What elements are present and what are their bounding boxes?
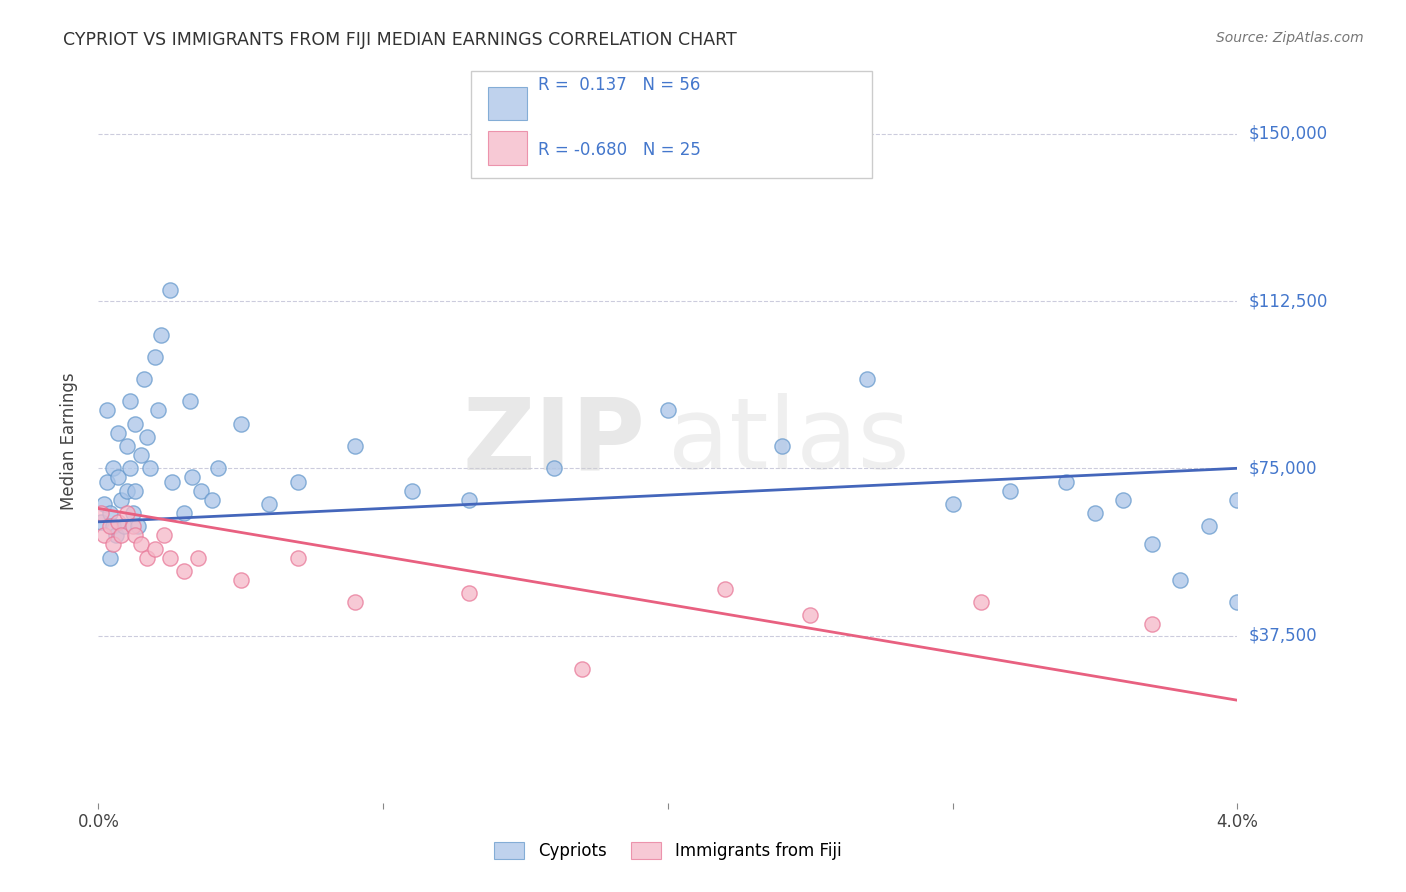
Text: $150,000: $150,000	[1249, 125, 1327, 143]
Point	[770, 439, 793, 453]
Point	[101, 519, 124, 533]
Point	[153, 528, 176, 542]
Point	[107, 470, 129, 484]
Point	[96, 475, 118, 489]
Point	[457, 586, 479, 600]
Point	[118, 394, 141, 409]
Point	[159, 283, 181, 297]
Point	[1226, 492, 1249, 507]
Point	[101, 537, 124, 551]
Point	[129, 448, 152, 462]
Point	[714, 582, 737, 596]
Point	[112, 519, 135, 533]
Point	[107, 425, 129, 440]
Point	[1084, 506, 1107, 520]
Point	[942, 497, 965, 511]
Point	[96, 403, 118, 417]
Point	[1056, 475, 1078, 489]
Point	[150, 327, 173, 342]
Point	[115, 439, 138, 453]
Point	[98, 550, 121, 565]
Point	[110, 492, 132, 507]
Point	[145, 541, 167, 556]
Point	[1226, 595, 1249, 609]
Point	[93, 497, 115, 511]
Text: R = -0.680   N = 25: R = -0.680 N = 25	[538, 141, 702, 159]
Point	[343, 439, 366, 453]
Point	[201, 492, 224, 507]
Point	[287, 550, 309, 565]
Point	[998, 483, 1021, 498]
Point	[401, 483, 423, 498]
Point	[121, 506, 143, 520]
Text: $75,000: $75,000	[1249, 459, 1317, 477]
Text: ZIP: ZIP	[463, 393, 645, 490]
Point	[207, 461, 229, 475]
Point	[159, 550, 181, 565]
Point	[118, 461, 141, 475]
Point	[104, 528, 127, 542]
Point	[181, 470, 204, 484]
Point	[135, 550, 157, 565]
Text: CYPRIOT VS IMMIGRANTS FROM FIJI MEDIAN EARNINGS CORRELATION CHART: CYPRIOT VS IMMIGRANTS FROM FIJI MEDIAN E…	[63, 31, 737, 49]
Point	[129, 537, 152, 551]
Point	[124, 528, 146, 542]
Point	[179, 394, 201, 409]
Point	[970, 595, 993, 609]
Point	[229, 417, 252, 431]
Point	[1170, 573, 1192, 587]
Text: atlas: atlas	[668, 393, 910, 490]
Point	[90, 506, 112, 520]
Point	[98, 519, 121, 533]
Point	[229, 573, 252, 587]
Point	[856, 372, 879, 386]
Point	[1112, 492, 1135, 507]
Point	[110, 528, 132, 542]
Point	[107, 515, 129, 529]
Point	[148, 403, 170, 417]
Text: $112,500: $112,500	[1249, 292, 1327, 310]
Point	[145, 350, 167, 364]
Point	[132, 372, 155, 386]
Point	[90, 515, 112, 529]
Legend: Cypriots, Immigrants from Fiji: Cypriots, Immigrants from Fiji	[488, 835, 848, 867]
Point	[121, 519, 143, 533]
Point	[124, 417, 146, 431]
Point	[101, 461, 124, 475]
Point	[115, 506, 138, 520]
Point	[162, 475, 184, 489]
Point	[138, 461, 160, 475]
Point	[1140, 617, 1163, 632]
Point	[259, 497, 281, 511]
Text: Source: ZipAtlas.com: Source: ZipAtlas.com	[1216, 31, 1364, 45]
Point	[187, 550, 209, 565]
Point	[1140, 537, 1163, 551]
Point	[173, 506, 195, 520]
Point	[543, 461, 565, 475]
Text: R =  0.137   N = 56: R = 0.137 N = 56	[538, 76, 700, 94]
Text: $37,500: $37,500	[1249, 626, 1317, 645]
Point	[173, 564, 195, 578]
Point	[287, 475, 309, 489]
Point	[98, 506, 121, 520]
Point	[127, 519, 149, 533]
Point	[93, 528, 115, 542]
Point	[190, 483, 212, 498]
Point	[343, 595, 366, 609]
Y-axis label: Median Earnings: Median Earnings	[59, 373, 77, 510]
Point	[571, 662, 593, 676]
Point	[799, 608, 821, 623]
Point	[657, 403, 679, 417]
Point	[135, 430, 157, 444]
Point	[124, 483, 146, 498]
Point	[457, 492, 479, 507]
Point	[1198, 519, 1220, 533]
Point	[115, 483, 138, 498]
